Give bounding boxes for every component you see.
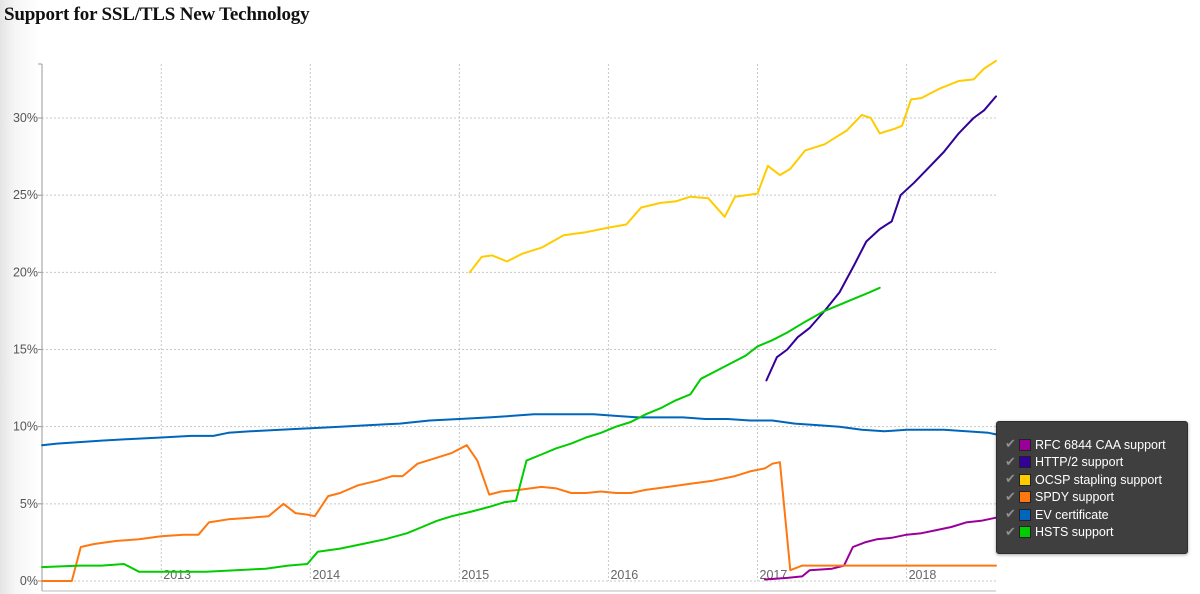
legend-swatch <box>1019 508 1031 521</box>
y-tick-label: 0% <box>20 574 38 588</box>
legend-label: EV certificate <box>1035 507 1109 522</box>
legend-swatch <box>1019 473 1031 486</box>
series-line-http-2-support <box>765 95 997 382</box>
legend-label: HSTS support <box>1035 525 1114 540</box>
legend-item-http-2-support[interactable]: ✔ HTTP/2 support <box>997 454 1187 472</box>
legend-item-ev-certificate[interactable]: ✔ EV certificate <box>997 506 1187 524</box>
checkmark-icon: ✔ <box>1005 524 1016 540</box>
legend-item-ocsp-stapling-support[interactable]: ✔ OCSP stapling support <box>997 471 1187 489</box>
tick-labels: 0% 5% 10% 15% 20% 25% 30% 2013 2014 2015 2016 2017 2… <box>13 111 936 588</box>
series-line-spdy-support <box>41 444 997 582</box>
checkmark-icon: ✔ <box>1005 489 1016 505</box>
x-tick-label: 2013 <box>163 568 191 582</box>
y-tick-label: 5% <box>20 497 38 511</box>
x-tick-label: 2014 <box>312 568 340 582</box>
legend-label: RFC 6844 CAA support <box>1035 437 1166 452</box>
x-tick-label: 2016 <box>610 568 638 582</box>
series-line-rfc-6844-caa-support <box>764 516 997 581</box>
legend-item-hsts-support[interactable]: ✔ HSTS support <box>997 524 1187 542</box>
x-tick-label: 2018 <box>909 568 937 582</box>
series-line-ev-certificate <box>41 413 997 447</box>
chart-title: Support for SSL/TLS New Technology <box>4 4 310 25</box>
series-lines <box>41 59 997 582</box>
y-tick-label: 25% <box>13 188 38 202</box>
series-line-ocsp-stapling-support <box>468 59 997 274</box>
legend-swatch <box>1019 456 1031 469</box>
grid-lines <box>42 64 996 582</box>
legend-item-spdy-support[interactable]: ✔ SPDY support <box>997 489 1187 507</box>
x-tick-label: 2017 <box>760 568 788 582</box>
checkmark-icon: ✔ <box>1005 454 1016 470</box>
axes <box>38 63 996 592</box>
checkmark-icon: ✔ <box>1005 507 1016 523</box>
y-tick-label: 10% <box>13 420 38 434</box>
legend-item-rfc-6844-caa-support[interactable]: ✔ RFC 6844 CAA support <box>997 436 1187 454</box>
legend-label: SPDY support <box>1035 490 1114 505</box>
y-tick-label: 20% <box>13 265 38 279</box>
legend: ✔ RFC 6844 CAA support ✔ HTTP/2 support ✔ OCS… <box>996 421 1188 554</box>
legend-swatch <box>1019 526 1031 539</box>
y-tick-label: 15% <box>13 343 38 357</box>
legend-label: HTTP/2 support <box>1035 455 1124 470</box>
legend-label: OCSP stapling support <box>1035 472 1162 487</box>
checkmark-icon: ✔ <box>1005 472 1016 488</box>
series-line-hsts-support <box>41 286 881 573</box>
legend-swatch <box>1019 491 1031 504</box>
checkmark-icon: ✔ <box>1005 437 1016 453</box>
legend-swatch <box>1019 438 1031 451</box>
y-tick-label: 30% <box>13 111 38 125</box>
x-tick-label: 2015 <box>461 568 489 582</box>
